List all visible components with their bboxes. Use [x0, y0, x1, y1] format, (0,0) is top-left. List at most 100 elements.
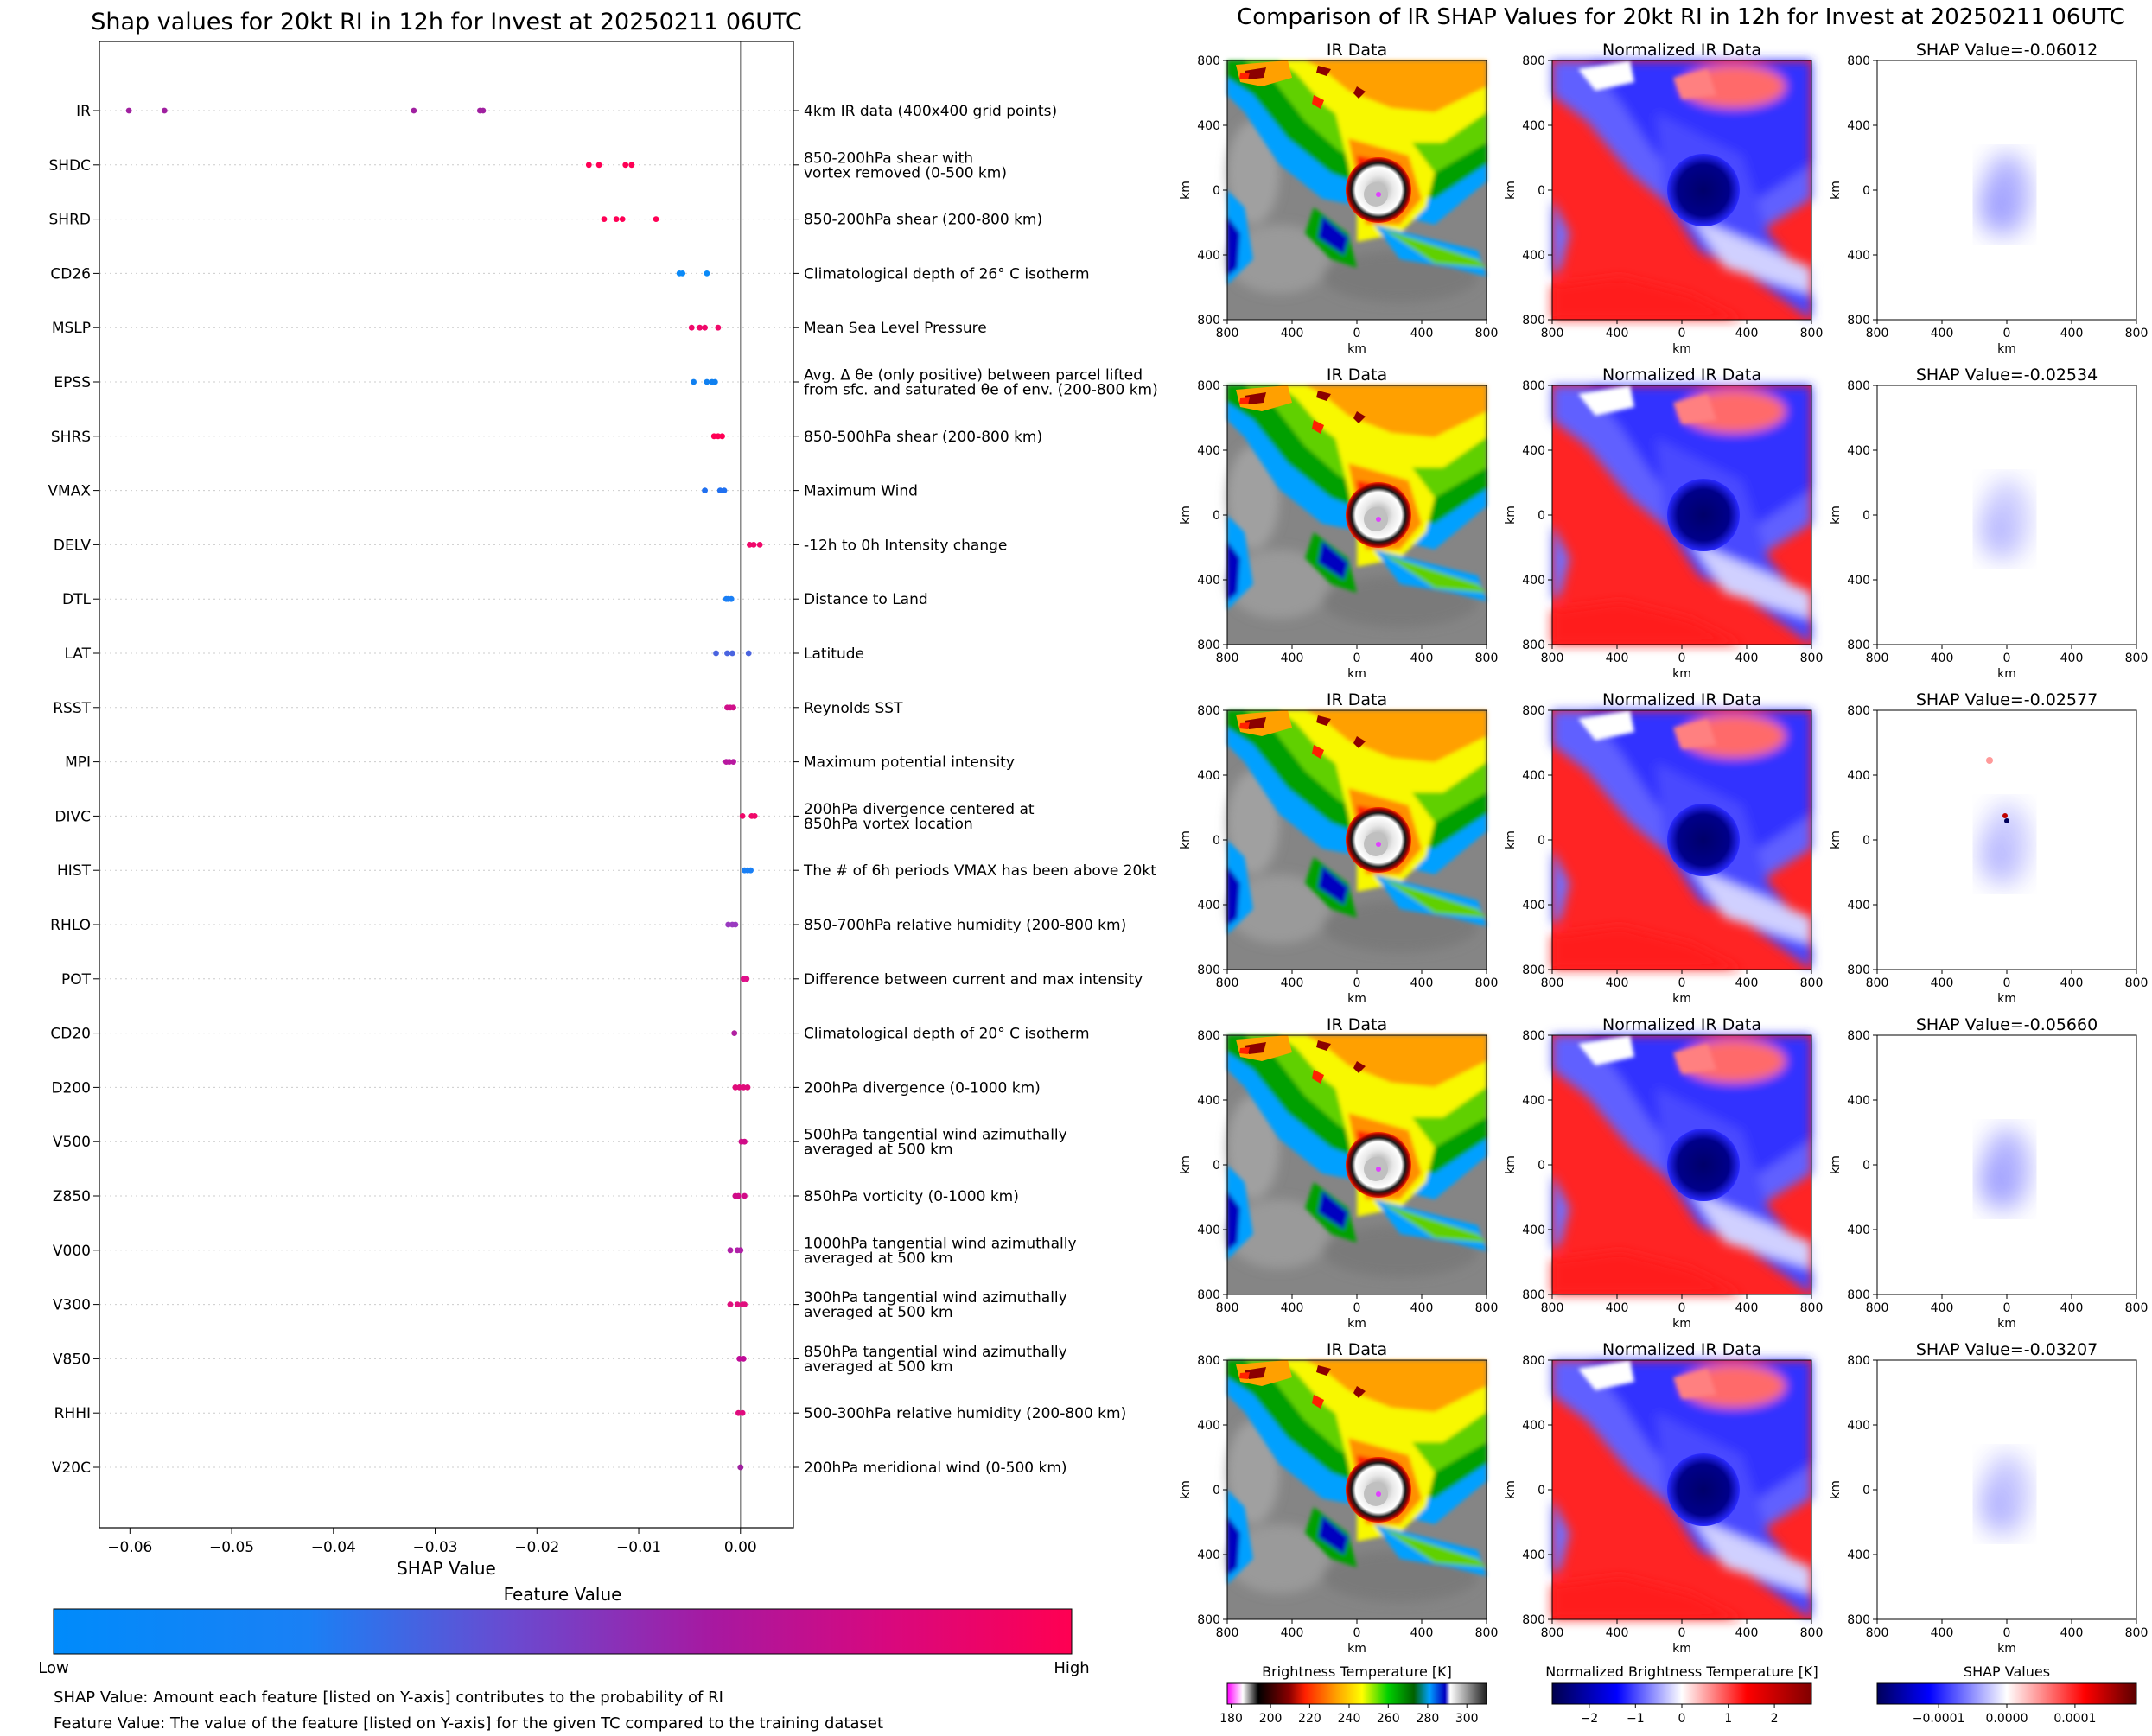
- feature-description-divc: 200hPa divergence centered at: [804, 801, 1035, 818]
- shap-negative-core: [1978, 1156, 2009, 1208]
- x-tick-label: 800: [1541, 976, 1564, 990]
- y-tick-label: 0: [1538, 184, 1545, 198]
- y-tick-label: 800: [1522, 639, 1545, 652]
- x-tick-label: 400: [1410, 652, 1434, 665]
- y-tick-label: 0: [1862, 509, 1870, 523]
- shap-point-shrd: [601, 216, 608, 222]
- shap-point-rhhi: [735, 1409, 742, 1416]
- normalized-ir-image: [1552, 385, 1811, 645]
- feature-name-lat: LAT: [64, 645, 91, 663]
- y-tick-label: 400: [1197, 899, 1220, 913]
- x-unit-label: km: [1997, 342, 2016, 356]
- x-unit-label: km: [1672, 342, 1691, 356]
- x-tick-label: 400: [1281, 652, 1304, 665]
- y-tick-label: 400: [1847, 769, 1870, 783]
- normalized-ir-image: [1552, 1360, 1811, 1619]
- feature-description-shrd: 850-200hPa shear (200-800 km): [804, 212, 1042, 229]
- y-tick-label: 400: [1197, 574, 1220, 588]
- y-unit-label: km: [1179, 506, 1193, 525]
- explanation-note: SHAP Value: Amount each feature [listed …: [54, 1688, 723, 1707]
- x-tick-label: 800: [1800, 976, 1824, 990]
- x-tick-label: 400: [1606, 327, 1629, 340]
- feature-name-epss: EPSS: [54, 374, 91, 391]
- x-tick-label: 800: [1866, 976, 1889, 990]
- colorbar-2: Normalized Brightness Temperature [K] −2 −…: [1545, 1663, 1818, 1726]
- x-unit-label: km: [1997, 992, 2016, 1006]
- shap-panel-title: SHAP Value=-0.02577: [1916, 690, 2098, 709]
- feature-description-rsst: Reynolds SST: [804, 700, 903, 717]
- x-tick-label: 400: [1606, 1301, 1629, 1315]
- y-tick-label: 400: [1847, 1419, 1870, 1433]
- y-tick-label: 0: [1862, 1484, 1870, 1498]
- y-tick-label: 800: [1197, 704, 1220, 718]
- colorbar-strip: [1226, 1682, 1487, 1705]
- feature-description-v850: averaged at 500 km: [804, 1358, 953, 1376]
- colorbar-tick-label: −0.0001: [1913, 1712, 1965, 1726]
- normalized-panel-title: Normalized IR Data: [1602, 41, 1761, 60]
- feature-description-divc: 850hPa vortex location: [804, 816, 973, 833]
- y-unit-label: km: [1829, 181, 1843, 200]
- x-tick-label: 400: [1410, 1301, 1434, 1315]
- y-tick-label: 400: [1847, 444, 1870, 458]
- shap-point-v500: [742, 1138, 748, 1145]
- feature-description-z850: 850hPa vorticity (0-1000 km): [804, 1188, 1019, 1205]
- x-unit-label: km: [1997, 1317, 2016, 1331]
- y-tick-label: 0: [1213, 1159, 1220, 1173]
- feature-description-rhlo: 850-700hPa relative humidity (200-800 km…: [804, 917, 1126, 934]
- shap-positive-speck: [1986, 757, 1993, 764]
- feature-name-mpi: MPI: [65, 754, 91, 772]
- shap-blob: [1978, 478, 2031, 561]
- feature-description-pot: Difference between current and max inten…: [804, 971, 1143, 989]
- x-tick-label: 800: [1475, 327, 1499, 340]
- x-tick-label: 400: [1931, 1301, 1954, 1315]
- feature-name-z850: Z850: [53, 1188, 91, 1205]
- shap-point-hist: [748, 867, 754, 874]
- y-tick-label: 800: [1847, 963, 1870, 977]
- shap-point-shdc: [622, 162, 629, 169]
- y-unit-label: km: [1829, 1155, 1843, 1174]
- feature-description-ir: 4km IR data (400x400 grid points): [804, 103, 1057, 120]
- y-tick-label: 400: [1522, 249, 1545, 263]
- y-tick-label: 400: [1522, 1224, 1545, 1237]
- feature-name-vmax: VMAX: [48, 483, 91, 500]
- feature-description-delv: -12h to 0h Intensity change: [804, 537, 1007, 554]
- shap-point-mslp: [715, 324, 722, 331]
- shap-point-ir: [480, 107, 487, 114]
- colorbar-tick-label: 180: [1219, 1712, 1243, 1726]
- y-unit-label: km: [1504, 181, 1518, 200]
- ir-image: [1227, 1360, 1487, 1619]
- y-tick-label: 0: [1213, 834, 1220, 848]
- x-tick-label: 400: [1281, 1626, 1304, 1640]
- x-tick-label: 400: [1735, 1301, 1759, 1315]
- x-tick-label: 400: [1931, 327, 1954, 340]
- image-row-4: IR Data80080040040000400400800800kmkmNor…: [1179, 1015, 2148, 1331]
- y-tick-label: 400: [1522, 1094, 1545, 1108]
- shap-point-v000: [737, 1247, 744, 1254]
- colorbar-1: Brightness Temperature [K] 180 200 220 240 26…: [1219, 1663, 1487, 1726]
- shap-point-ir: [161, 107, 168, 114]
- shap-point-d200: [744, 1084, 751, 1091]
- x-tick-label: −0.03: [412, 1539, 457, 1556]
- y-tick-label: 400: [1197, 444, 1220, 458]
- colorbar-tick-label: −1: [1627, 1712, 1645, 1726]
- y-tick-label: 800: [1197, 963, 1220, 977]
- x-tick-label: 400: [1931, 652, 1954, 665]
- x-tick-label: 0: [2003, 652, 2011, 665]
- x-tick-label: 400: [1281, 1301, 1304, 1315]
- shap-point-rhlo: [725, 921, 732, 928]
- x-tick-label: 800: [1541, 1301, 1564, 1315]
- y-tick-label: 400: [1522, 769, 1545, 783]
- shap-negative-core: [1978, 831, 2009, 883]
- y-tick-label: 400: [1197, 1094, 1220, 1108]
- y-unit-label: km: [1179, 830, 1193, 849]
- y-unit-label: km: [1504, 1155, 1518, 1174]
- feature-description-mpi: Maximum potential intensity: [804, 754, 1015, 772]
- y-tick-label: 400: [1847, 119, 1870, 133]
- shap-point-z850: [735, 1192, 742, 1199]
- x-tick-label: 800: [1216, 976, 1239, 990]
- x-unit-label: km: [1997, 1642, 2016, 1656]
- feature-description-dtl: Distance to Land: [804, 591, 928, 608]
- x-tick-label: 800: [1866, 1626, 1889, 1640]
- y-tick-label: 400: [1197, 1419, 1220, 1433]
- x-tick-label: 800: [1475, 1301, 1499, 1315]
